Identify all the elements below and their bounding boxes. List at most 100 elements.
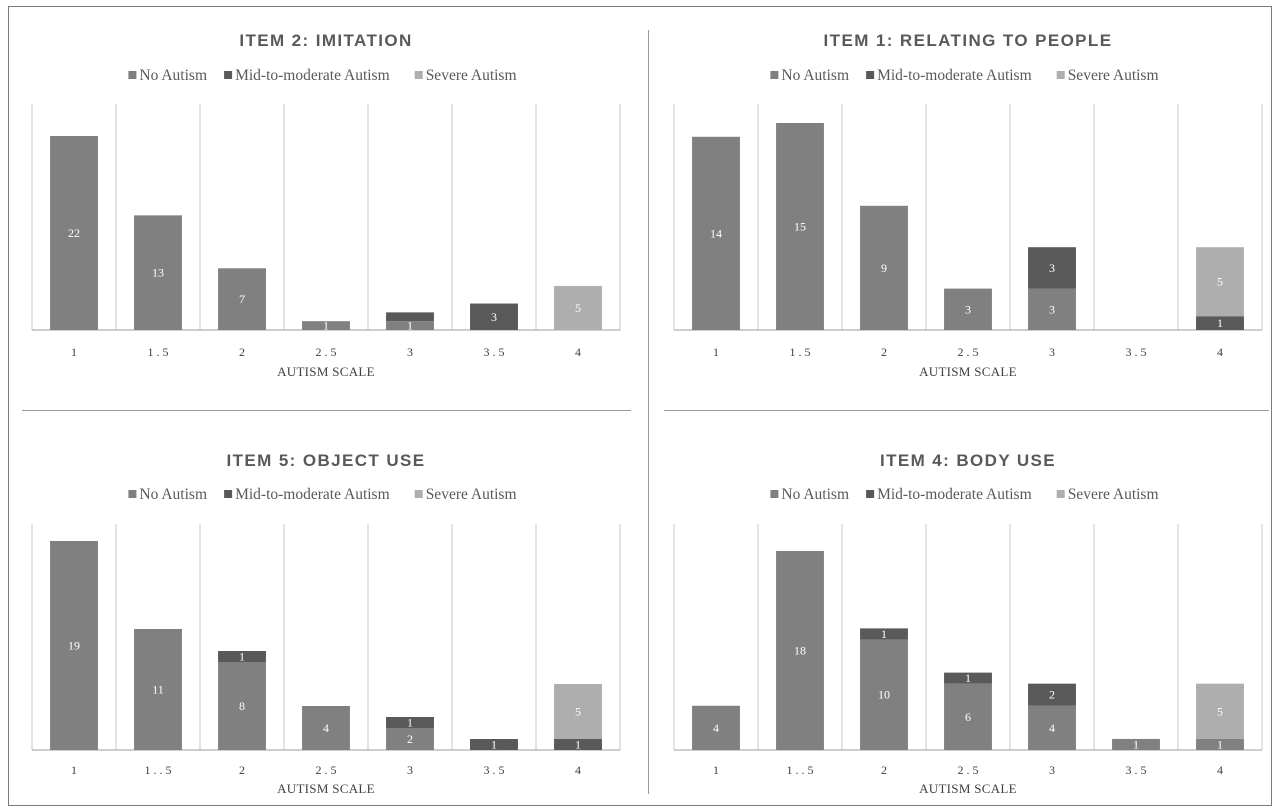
panel-3-data-label-no-autism-3: 8 — [239, 699, 245, 713]
panel-1-legend-label-mid-to-moderate-autism: Mid-to-moderate Autism — [235, 67, 390, 84]
panel-2-bar-no-autism-1 — [692, 136, 740, 330]
panel-4-data-label-mid-to-moderate-autism-5: 2 — [1049, 688, 1055, 702]
panel-2-tick-label-3: 2 — [881, 345, 887, 359]
panel-1-bar-severe-autism-7 — [554, 285, 602, 330]
panel-3-data-label-mid-to-moderate-autism-6: 1 — [491, 738, 497, 752]
panel-2-legend-swatch-severe-autism — [1056, 71, 1065, 79]
panel-1-title: ITEM 2: IMITATION — [239, 31, 412, 50]
panel-3-legend-swatch-no-autism — [128, 490, 137, 498]
panel-3-tick-label-5: 3 — [407, 763, 413, 777]
panel-4-bar-no-autism-5 — [1028, 705, 1076, 750]
panel-4-bar-mid-to-moderate-autism-3 — [860, 628, 908, 640]
panel-3-bar-no-autism-4 — [302, 706, 350, 750]
panel-1-legend-swatch-no-autism — [128, 71, 137, 79]
panel-2-tick-label-2: 1 . 5 — [790, 345, 811, 359]
panel-4-data-label-no-autism-1: 4 — [713, 721, 719, 735]
panel-3-data-label-severe-autism-7: 5 — [575, 705, 581, 719]
panel-1-data-label-no-autism-3: 7 — [239, 292, 245, 306]
panel-4-data-label-no-autism-4: 6 — [965, 710, 971, 724]
panel-2-legend-swatch-no-autism — [770, 71, 779, 79]
panel-2-data-label-no-autism-4: 3 — [965, 302, 971, 316]
panel-2-legend-label-mid-to-moderate-autism: Mid-to-moderate Autism — [877, 67, 1032, 84]
panel-4-tick-label-1: 1 — [713, 763, 719, 777]
panel-1-bar-no-autism-3 — [218, 268, 266, 330]
panel-4-data-label-no-autism-2: 18 — [794, 644, 806, 658]
panel-4-legend-label-no-autism: No Autism — [781, 486, 849, 503]
panel-1-bar-mid-to-moderate-autism-6 — [470, 303, 518, 330]
panel-2-title: ITEM 1: RELATING TO PEOPLE — [824, 31, 1113, 50]
panel-1-tick-label-5: 3 — [407, 345, 413, 359]
panel-4-title: ITEM 4: BODY USE — [880, 451, 1056, 470]
panel-1-bar-mid-to-moderate-autism-5 — [386, 312, 434, 322]
panel-2-legend-swatch-mid-to-moderate-autism — [866, 71, 875, 79]
panel-4-tick-label-3: 2 — [881, 763, 887, 777]
panel-2-bar-no-autism-3 — [860, 205, 908, 330]
panel-3-legend-swatch-severe-autism — [414, 490, 423, 498]
panel-2-legend-label-no-autism: No Autism — [781, 67, 849, 84]
panel-4-legend-label-mid-to-moderate-autism: Mid-to-moderate Autism — [877, 486, 1032, 503]
right-horizontal-divider — [664, 410, 1269, 411]
panel-3-tick-label-4: 2 . 5 — [316, 763, 337, 777]
panel-2-bar-no-autism-5 — [1028, 288, 1076, 330]
panel-3-bar-mid-to-moderate-autism-5 — [386, 717, 434, 728]
panel-3-title: ITEM 5: OBJECT USE — [226, 451, 425, 470]
panel-2-data-label-severe-autism-7: 5 — [1217, 275, 1223, 289]
panel-4-bar-no-autism-6 — [1112, 738, 1160, 750]
panel-4-legend-label-severe-autism: Severe Autism — [1068, 486, 1159, 503]
panel-1-bar-no-autism-1 — [50, 136, 98, 330]
panel-4-bar-no-autism-4 — [944, 683, 992, 750]
panel-3-bar-no-autism-2 — [134, 629, 182, 750]
panel-3-bar-no-autism-5 — [386, 728, 434, 750]
panel-4-bar-no-autism-2 — [776, 551, 824, 750]
panel-1-tick-label-6: 3 . 5 — [484, 345, 505, 359]
panel-4-bar-no-autism-1 — [692, 705, 740, 750]
panel-2-bar-no-autism-4 — [944, 288, 992, 330]
panel-2-data-label-no-autism-2: 15 — [794, 220, 806, 234]
panel-3-tick-label-2: 1 . . 5 — [145, 763, 172, 777]
panel-3-bar-mid-to-moderate-autism-3 — [218, 651, 266, 662]
panel-1-bar-no-autism-4 — [302, 321, 350, 330]
panel-3-bar-mid-to-moderate-autism-6 — [470, 739, 518, 750]
panel-4-x-axis-title: AUTISM SCALE — [919, 781, 1017, 796]
panel-4-bar-mid-to-moderate-autism-5 — [1028, 683, 1076, 706]
panel-3-x-axis-title: AUTISM SCALE — [277, 781, 375, 796]
panel-2-tick-label-6: 3 . 5 — [1126, 345, 1147, 359]
panel-3-data-label-no-autism-2: 11 — [152, 683, 164, 697]
panel-4-tick-label-2: 1 . . 5 — [787, 763, 814, 777]
panel-3-tick-label-3: 2 — [239, 763, 245, 777]
panel-3-tick-label-1: 1 — [71, 763, 77, 777]
panel-4-data-label-severe-autism-7: 5 — [1217, 704, 1223, 718]
panel-3-legend-swatch-mid-to-moderate-autism — [224, 490, 233, 498]
panel-3-data-label-no-autism-4: 4 — [323, 721, 329, 735]
panel-2-tick-label-5: 3 — [1049, 345, 1055, 359]
panel-3-legend-label-no-autism: No Autism — [139, 486, 207, 503]
panel-4-data-label-no-autism-3: 10 — [878, 688, 890, 702]
panel-4-bar-no-autism-7 — [1196, 738, 1244, 750]
panel-4-data-label-no-autism-5: 4 — [1049, 721, 1055, 735]
panel-1-data-label-no-autism-5: 1 — [407, 319, 413, 333]
panel-4-bar-severe-autism-7 — [1196, 683, 1244, 739]
panel-4-bar-mid-to-moderate-autism-4 — [944, 672, 992, 684]
panel-1-data-label-no-autism-4: 1 — [323, 319, 329, 333]
panel-1-bar-no-autism-2 — [134, 215, 182, 330]
panel-4-bar-no-autism-3 — [860, 639, 908, 750]
panel-1-tick-label-1: 1 — [71, 345, 77, 359]
panel-2-bar-mid-to-moderate-autism-7 — [1196, 316, 1244, 330]
panel-2-data-label-no-autism-1: 14 — [710, 226, 722, 240]
panel-2-tick-label-4: 2 . 5 — [958, 345, 979, 359]
panel-1-data-label-no-autism-2: 13 — [152, 266, 164, 280]
panel-1-bar-no-autism-5 — [386, 321, 434, 330]
panel-1-legend-label-severe-autism: Severe Autism — [426, 67, 517, 84]
panel-3-data-label-mid-to-moderate-autism-3: 1 — [239, 650, 245, 664]
panel-1-legend-swatch-mid-to-moderate-autism — [224, 71, 233, 79]
panel-3-data-label-no-autism-5: 2 — [407, 732, 413, 746]
panel-3-bar-no-autism-3 — [218, 662, 266, 750]
panel-4-tick-label-5: 3 — [1049, 763, 1055, 777]
panel-3-data-label-mid-to-moderate-autism-5: 1 — [407, 716, 413, 730]
panel-1-tick-label-4: 2 . 5 — [316, 345, 337, 359]
panel-1-tick-label-2: 1 . 5 — [148, 345, 169, 359]
panel-1-legend-label-no-autism: No Autism — [139, 67, 207, 84]
panel-3-legend-label-mid-to-moderate-autism: Mid-to-moderate Autism — [235, 486, 390, 503]
panel-2-bar-mid-to-moderate-autism-5 — [1028, 247, 1076, 289]
